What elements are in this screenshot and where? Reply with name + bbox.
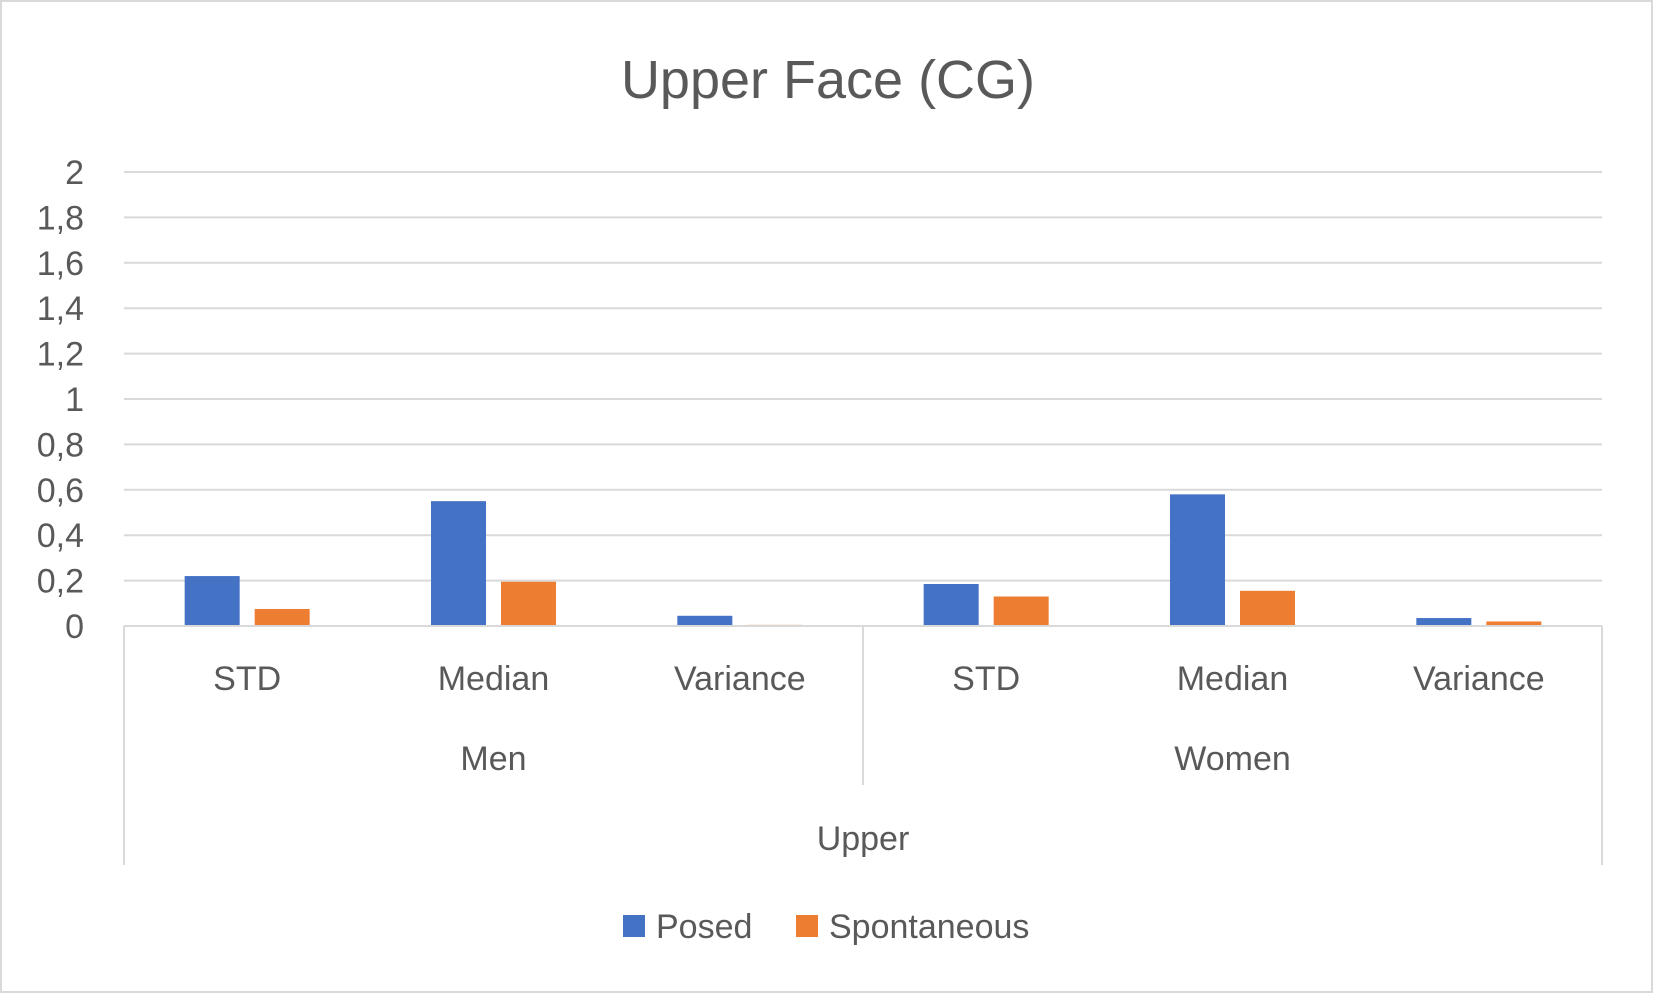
bar-posed-3 — [923, 584, 979, 626]
legend-label-spontaneous: Spontaneous — [829, 908, 1029, 946]
y-tick-label: 1,8 — [37, 199, 84, 237]
chart-title: Upper Face (CG) — [621, 50, 1035, 110]
bar-posed-4 — [1170, 494, 1225, 626]
y-tick-label: 0,6 — [37, 472, 84, 510]
x-tick-label: STD — [952, 660, 1020, 698]
x-tick-label: Median — [1177, 660, 1289, 698]
legend-label-posed: Posed — [656, 908, 752, 946]
bar-posed-0 — [184, 576, 240, 626]
x-tick-label: Median — [438, 660, 550, 698]
y-tick-label: 1 — [65, 381, 84, 419]
gridlines — [124, 171, 1602, 582]
y-tick-label: 0,2 — [37, 563, 84, 601]
x-group-label: Women — [1174, 740, 1291, 778]
legend: Posed Spontaneous — [623, 908, 1029, 946]
bar-spontaneous-4 — [1240, 590, 1295, 626]
y-tick-label: 0,4 — [37, 517, 84, 555]
bar-spontaneous-5 — [1486, 621, 1542, 626]
legend-swatch-spontaneous — [796, 915, 818, 937]
bar-posed-2 — [677, 615, 733, 626]
y-axis-tick-labels: 0 0,2 0,4 0,6 0,8 1 1,2 1,4 1,6 1,8 2 — [37, 154, 84, 646]
bar-spontaneous-3 — [993, 596, 1049, 626]
bar-posed-5 — [1416, 618, 1472, 626]
y-tick-label: 2 — [65, 154, 84, 192]
x-group-label: Men — [460, 740, 526, 778]
bars — [184, 494, 1542, 626]
x-top-group-label: Upper — [817, 820, 910, 858]
y-tick-label: 1,4 — [37, 290, 84, 328]
x-axis: Men Women STD Median Variance STD Median Varian… — [123, 625, 1603, 865]
legend-swatch-posed — [623, 915, 645, 937]
x-tick-label: Variance — [1413, 660, 1545, 698]
x-tick-label: STD — [213, 660, 281, 698]
y-tick-label: 1,6 — [37, 245, 84, 283]
y-tick-label: 0,8 — [37, 426, 84, 464]
x-tick-label: Variance — [674, 660, 806, 698]
y-tick-label: 1,2 — [37, 336, 84, 374]
bar-spontaneous-0 — [254, 608, 310, 626]
bar-spontaneous-1 — [501, 581, 556, 626]
bar-posed-1 — [431, 501, 486, 626]
y-tick-label: 0 — [65, 608, 84, 646]
